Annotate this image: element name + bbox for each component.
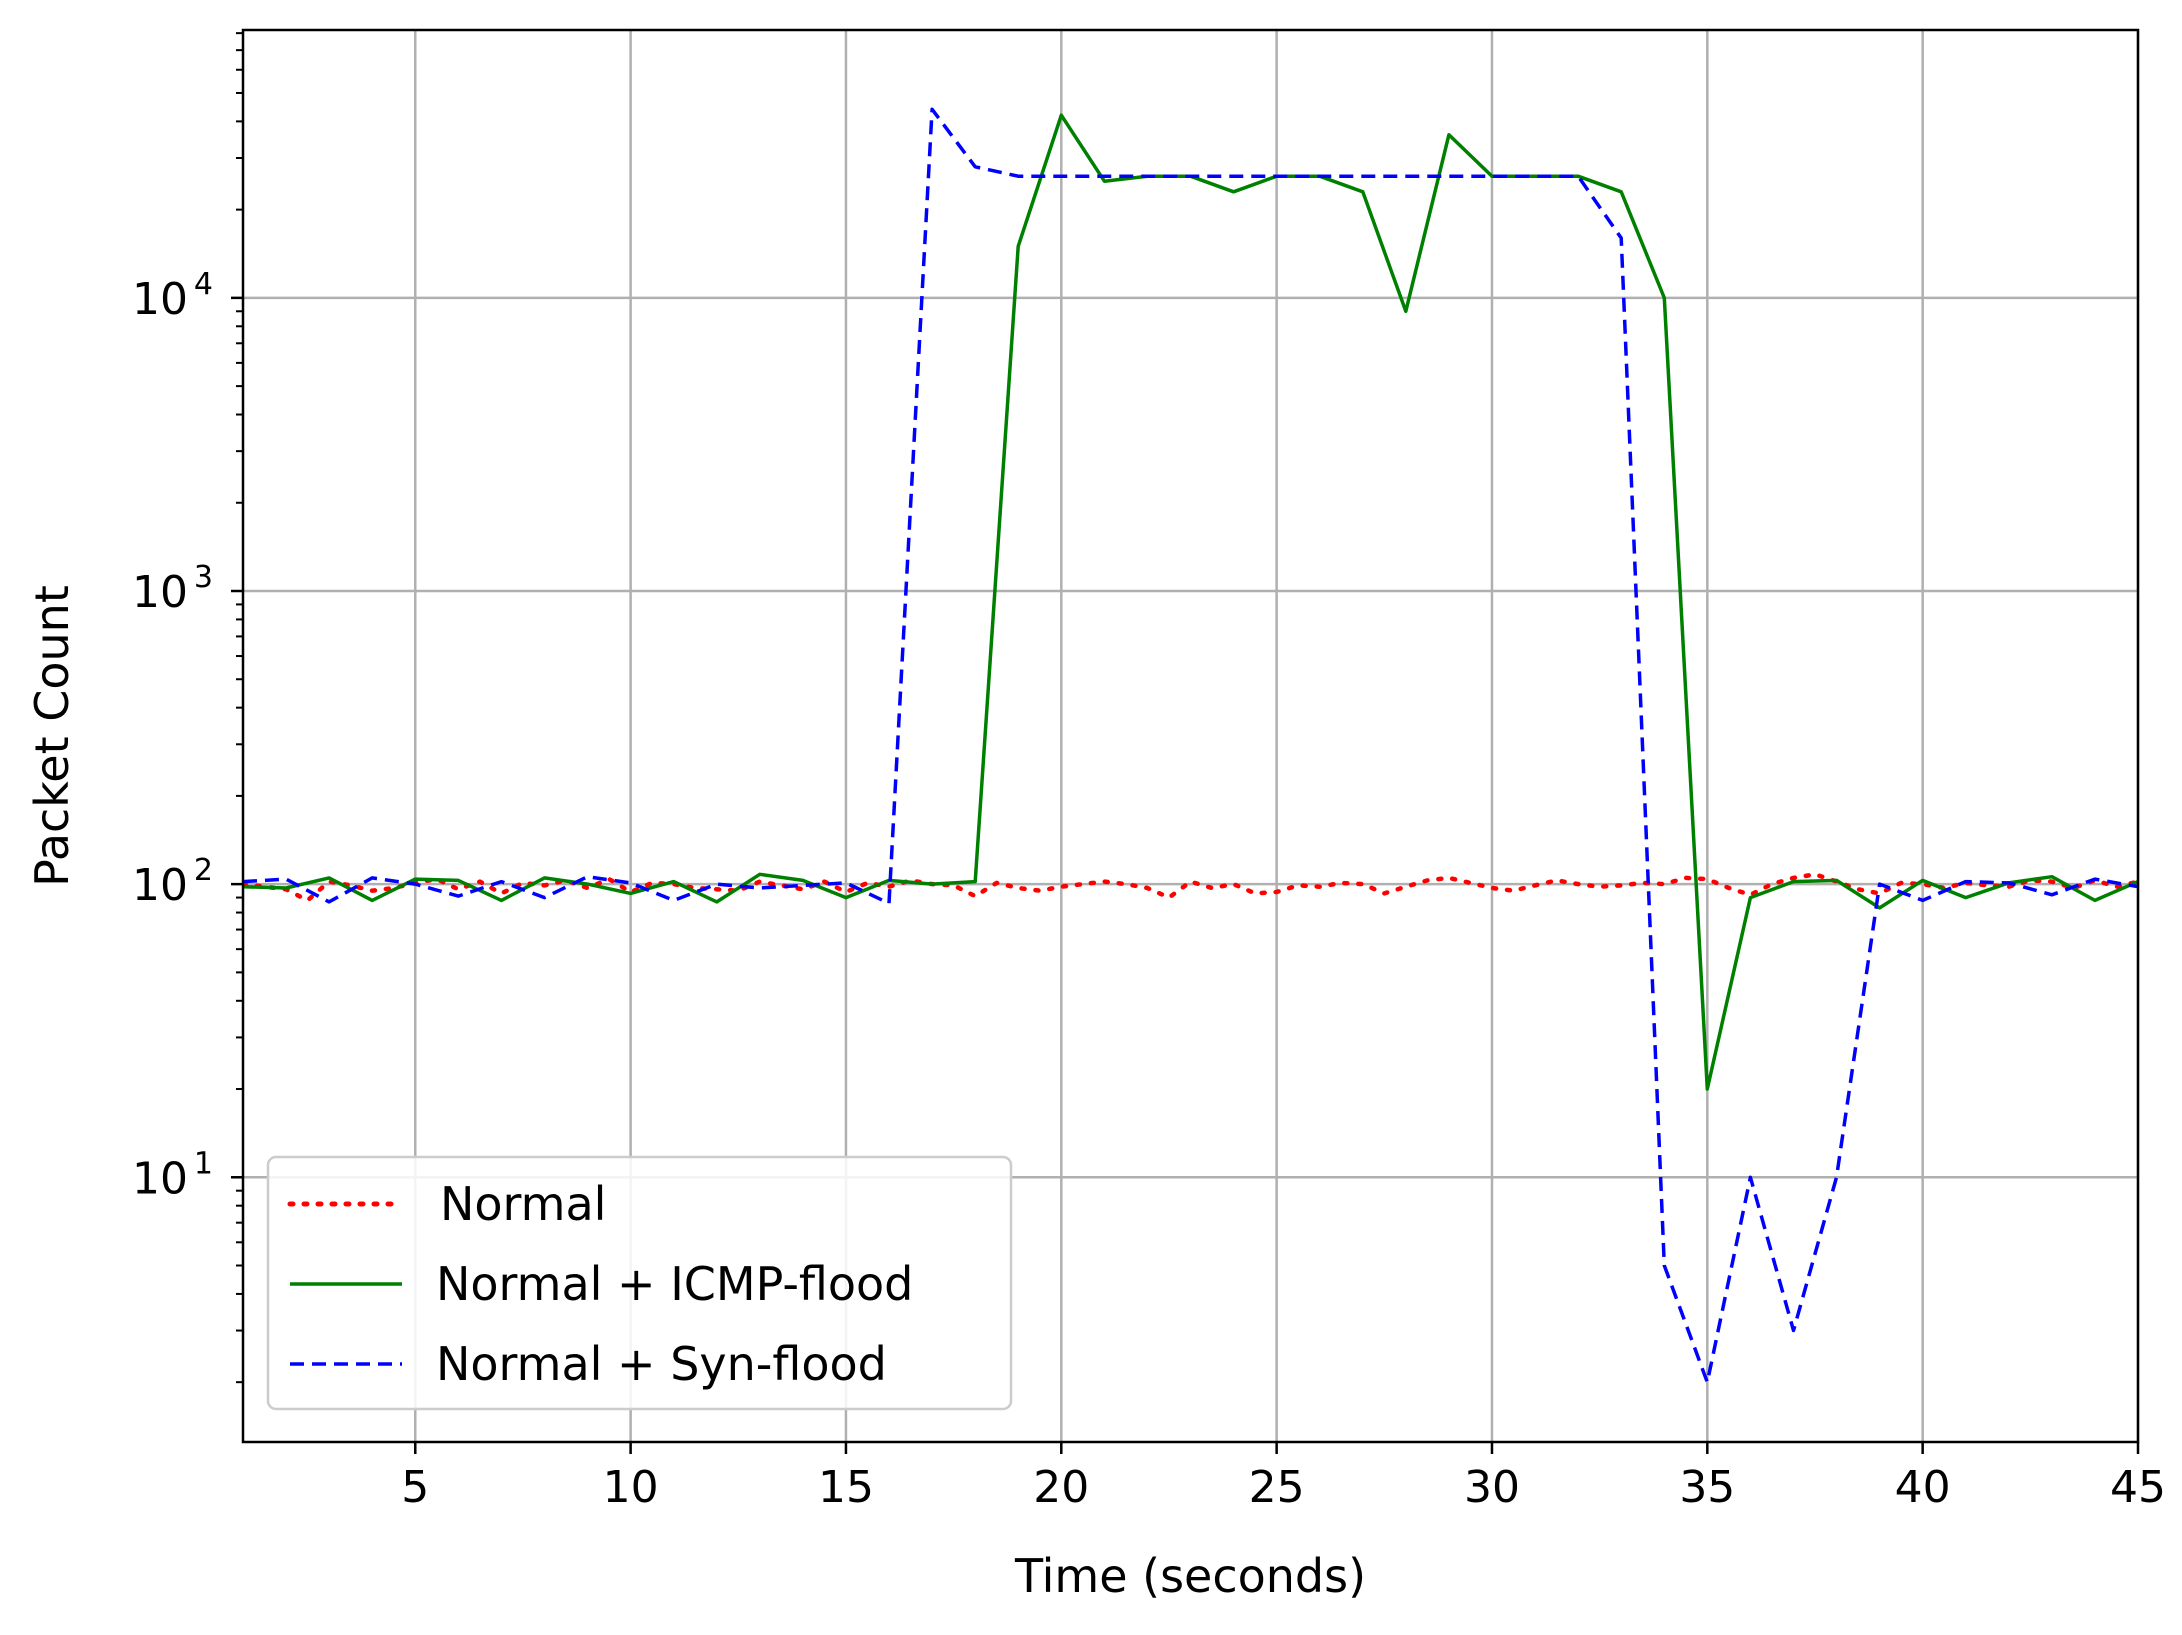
x-tick-label: 10 bbox=[603, 1462, 659, 1513]
x-axis-label: Time (seconds) bbox=[1014, 1549, 1366, 1603]
x-tick-label: 25 bbox=[1249, 1462, 1305, 1513]
series-line-0 bbox=[243, 872, 2138, 903]
series-layer bbox=[243, 107, 2138, 1384]
x-tick-label: 35 bbox=[1679, 1462, 1735, 1513]
legend: Normal Normal + ICMP-flood Normal + Syn-fl… bbox=[266, 1155, 1013, 1411]
y-tick-exponent: 4 bbox=[194, 267, 213, 302]
y-tick-label: 10 bbox=[132, 567, 188, 618]
x-tick-label: 45 bbox=[2110, 1462, 2166, 1513]
x-tick-label: 20 bbox=[1033, 1462, 1089, 1513]
y-tick-label: 10 bbox=[132, 274, 188, 325]
legend-label-0: Normal bbox=[440, 1177, 606, 1231]
x-tick-label: 30 bbox=[1464, 1462, 1520, 1513]
x-axis: 5 10 15 20 25 30 35 40 45 bbox=[401, 1442, 2166, 1513]
x-tick-label: 15 bbox=[818, 1462, 874, 1513]
y-tick-exponent: 2 bbox=[194, 853, 213, 888]
legend-label-1: Normal + ICMP-flood bbox=[436, 1257, 913, 1311]
y-tick-exponent: 1 bbox=[194, 1146, 213, 1181]
y-tick-exponent: 3 bbox=[194, 560, 213, 595]
y-tick-label: 10 bbox=[132, 860, 188, 911]
legend-label-2: Normal + Syn-flood bbox=[436, 1337, 887, 1391]
plot-frame bbox=[241, 28, 2140, 1444]
x-tick-label: 40 bbox=[1895, 1462, 1951, 1513]
series-line-2 bbox=[243, 107, 2138, 1384]
x-tick-label: 5 bbox=[401, 1462, 429, 1513]
y-axis-label: Packet Count bbox=[25, 585, 79, 887]
y-tick-label: 10 bbox=[132, 1153, 188, 1204]
legend-box bbox=[266, 1155, 1013, 1411]
